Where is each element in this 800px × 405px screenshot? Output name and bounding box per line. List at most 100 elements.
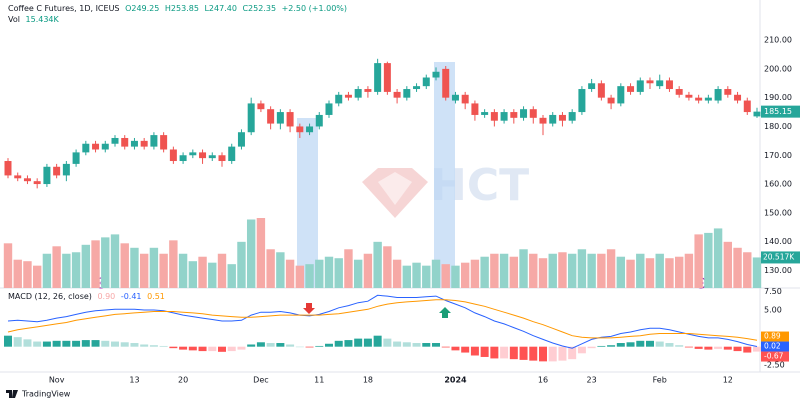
volume-bar — [422, 265, 431, 288]
macd-legend: MACD (12, 26, close) 0.90 -0.41 0.51 — [8, 292, 168, 301]
up-arrow — [439, 307, 451, 318]
volume-bar — [285, 259, 295, 288]
volume-bar — [723, 241, 733, 288]
candle-body — [130, 140, 138, 147]
histogram-bar — [607, 345, 616, 347]
candle-body — [588, 83, 596, 90]
volume-bar — [324, 256, 334, 288]
candle-body — [413, 86, 421, 90]
volume-bar — [276, 252, 285, 288]
histogram-bar — [753, 346, 761, 352]
macd-legend-value: -0.41 — [120, 292, 142, 301]
highlight — [434, 62, 455, 288]
candle-body — [617, 86, 625, 104]
volume-bar — [665, 258, 674, 288]
candle-body — [247, 103, 255, 133]
histogram-bar — [655, 341, 664, 347]
candle-body — [558, 114, 566, 121]
histogram-bar — [354, 338, 363, 347]
candle-body — [111, 137, 119, 144]
volume-legend: Vol 15.434K — [8, 15, 62, 24]
histogram-bar — [539, 346, 547, 362]
histogram-bar — [422, 343, 431, 347]
x-tick-label: 16 — [538, 376, 548, 385]
histogram-bar — [393, 341, 402, 347]
y-tick-label: 7.50 — [764, 287, 782, 296]
volume-bar — [733, 247, 742, 288]
x-tick-label: 12 — [723, 376, 733, 385]
candle-body — [169, 149, 177, 162]
volume-bar — [616, 256, 626, 288]
histogram-bar — [62, 340, 71, 347]
volume-bar — [460, 262, 470, 288]
histogram-bar — [295, 346, 304, 348]
histogram-bar — [33, 341, 42, 347]
candle-body — [685, 94, 693, 98]
candle-body — [743, 100, 751, 113]
histogram-bar — [616, 343, 625, 347]
volume-bar — [470, 259, 480, 288]
candle-body — [276, 112, 284, 124]
candle-body — [364, 89, 372, 92]
histogram-bar — [704, 346, 713, 350]
volume-bar — [120, 243, 129, 288]
x-tick-label: Nov — [49, 376, 65, 385]
candle-body — [374, 63, 382, 92]
highlight — [297, 118, 318, 288]
x-tick-label: Feb — [653, 376, 667, 385]
change: +2.50 (+1.00%) — [281, 4, 348, 13]
volume-bar — [392, 259, 402, 288]
histogram-bar — [81, 340, 90, 347]
volume-bar — [577, 249, 587, 288]
volume-bar — [32, 265, 42, 288]
macd-tag-bg — [761, 351, 789, 362]
volume-bar — [81, 244, 91, 288]
candle-body — [4, 161, 12, 176]
histogram-bar — [451, 346, 460, 351]
candle-body — [471, 103, 479, 115]
volume-bar — [208, 262, 217, 288]
volume-bar — [363, 253, 373, 288]
volume-bar — [383, 246, 392, 288]
candle-body — [704, 97, 712, 101]
volume-bar — [149, 247, 159, 288]
candle-body — [150, 135, 158, 147]
volume-bar — [587, 253, 596, 288]
candle-body — [72, 152, 80, 164]
candle-body — [267, 109, 275, 124]
volume-bar — [480, 256, 489, 288]
volume-bar — [645, 258, 655, 288]
volume-bar — [266, 249, 275, 288]
candle-body — [675, 89, 683, 95]
macd-line — [7, 294, 758, 349]
histogram-bar — [42, 341, 51, 347]
histogram-bar — [72, 340, 81, 347]
histogram-bar — [500, 346, 509, 359]
histogram-bar — [169, 346, 178, 349]
candle-body — [383, 63, 391, 92]
histogram-bar — [529, 346, 538, 361]
volume-bar — [169, 240, 178, 288]
volume-bar — [110, 234, 120, 288]
volume-bar — [101, 237, 110, 288]
candle-body — [403, 89, 411, 98]
volume-bar — [130, 247, 139, 288]
histogram-bar — [159, 345, 168, 347]
macd-legend-value: 0.90 — [97, 292, 116, 301]
price-tag-bg — [761, 105, 800, 118]
volume-bar — [529, 253, 538, 288]
volume-tag-bg — [761, 251, 800, 264]
volume-bar — [315, 259, 324, 288]
candle-body — [179, 155, 187, 162]
ohlc-value: C252.35 — [242, 4, 277, 13]
y-tick-label: 5.00 — [764, 306, 782, 315]
candle-body — [578, 89, 586, 113]
histogram-bar — [286, 344, 295, 347]
histogram-bar — [646, 340, 654, 347]
histogram-bar — [305, 346, 314, 348]
volume-bar — [52, 246, 61, 288]
volume-bar — [71, 252, 81, 288]
candle-body — [344, 94, 352, 98]
volume-bar — [237, 241, 246, 288]
